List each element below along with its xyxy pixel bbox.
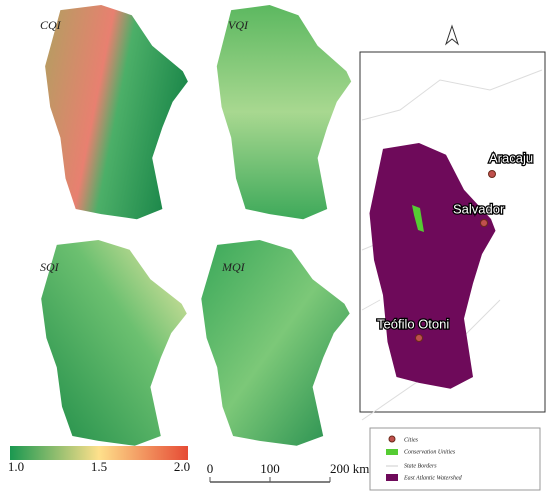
legend (369, 427, 541, 491)
tick-label: 0 (207, 461, 214, 476)
scale-ticks: 0 100 200 km (207, 461, 369, 482)
legend-label: Conservation Unities (404, 449, 456, 455)
city (480, 219, 488, 227)
city (488, 170, 496, 178)
legend-swatch (386, 474, 398, 481)
legend-label: Cities (404, 437, 419, 443)
city-label: Salvador (453, 201, 505, 216)
vqi-map (216, 5, 352, 220)
tick-label: 200 km (330, 461, 369, 476)
panel-title: MQI (221, 260, 246, 274)
legend-swatch (388, 435, 396, 443)
colorbar-ticks: 1.0 1.5 2.0 (8, 459, 190, 474)
conservation-unit (412, 205, 424, 232)
panel-title: CQI (40, 18, 62, 32)
panel-title: SQI (40, 260, 60, 274)
legend-label: State Borders (404, 463, 437, 469)
panel-title: VQI (228, 18, 249, 32)
north-arrow (444, 24, 460, 46)
tick-label: 1.5 (91, 459, 107, 474)
legend-label: East Atlantic Watershed (403, 475, 463, 481)
city-label: Aracaju (489, 150, 533, 165)
tick-label: 2.0 (174, 459, 190, 474)
legend-swatch (386, 449, 398, 455)
city-label: Teófilo Otoni (377, 316, 449, 331)
cqi-map (45, 5, 188, 220)
sqi-map (41, 240, 187, 446)
city (415, 334, 423, 342)
tick-label: 1.0 (8, 459, 24, 474)
tick-label: 100 (260, 461, 280, 476)
colorbar (10, 446, 188, 460)
